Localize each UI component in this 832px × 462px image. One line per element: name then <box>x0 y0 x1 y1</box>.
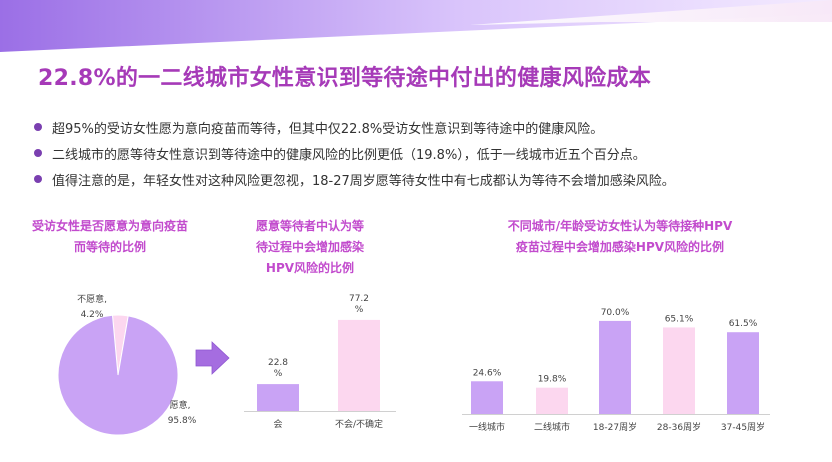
bullet-dot-icon <box>34 175 42 183</box>
bar-chart-1-title-line: HPV风险的比例 <box>265 261 355 275</box>
header-banner <box>0 0 832 52</box>
bar-chart-2-category-label: 一线城市 <box>469 421 505 433</box>
bar-chart-2-category-label: 18-27周岁 <box>593 421 637 433</box>
bar-chart-2-value-label: 19.8% <box>538 375 567 385</box>
bullet-item: 二线城市的愿等待女性意识到等待途中的健康风险的比例更低（19.8%），低于一线城… <box>34 140 824 166</box>
bar-chart-2-bar <box>663 327 695 414</box>
pie-chart-title-line: 受访女性是否愿意为意向疫苗 <box>31 219 188 233</box>
bullet-text: 值得注意的是，年轻女性对这种风险更忽视，18-27周岁愿等待女性中有七成都认为等… <box>52 173 675 189</box>
bar-chart-2-bar <box>727 332 759 414</box>
bar-chart-1-category-label: 不会/不确定 <box>335 418 383 430</box>
bullet-text: 二线城市的愿等待女性意识到等待途中的健康风险的比例更低（19.8%），低于一线城… <box>52 147 646 163</box>
bar-chart-1-title-line: 愿意等待者中认为等 <box>255 219 364 233</box>
bar-chart-2-title-line: 疫苗过程中会增加感染HPV风险的比例 <box>515 240 725 254</box>
bar-chart-1-category-label: 会 <box>273 418 282 430</box>
bullet-list: 超95%的受访女性愿为意向疫苗而等待，但其中仅22.8%受访女性意识到等待途中的… <box>34 114 824 192</box>
bar-chart-2-value-label: 70.0% <box>601 308 630 318</box>
pie-label-value: 95.8% <box>168 416 197 426</box>
bullet-item: 超95%的受访女性愿为意向疫苗而等待，但其中仅22.8%受访女性意识到等待途中的… <box>34 114 824 140</box>
bar-chart-2-title-line: 不同城市/年龄受访女性认为等待接种HPV <box>507 219 733 233</box>
bar-chart-2-value-label: 61.5% <box>729 319 758 329</box>
pie-chart-title: 受访女性是否愿意为意向疫苗 而等待的比例 <box>20 216 200 258</box>
bullet-dot-icon <box>34 123 42 131</box>
bar-chart-2-category-label: 37-45周岁 <box>721 421 765 433</box>
bar-chart-1-value-label: % <box>274 369 283 379</box>
bar-chart-2-bar <box>536 387 568 414</box>
bar-chart-1-bar <box>338 319 380 411</box>
bar-chart-2-bar <box>471 381 503 414</box>
bar-chart-2-category-label: 28-36周岁 <box>657 421 701 433</box>
bullet-item: 值得注意的是，年轻女性对这种风险更忽视，18-27周岁愿等待女性中有七成都认为等… <box>34 166 824 192</box>
bar-chart-1-value-label: 22.8 <box>268 358 288 368</box>
pie-label-name: 愿意, <box>170 399 191 411</box>
bar-chart-1-title-line: 待过程中会增加感染 <box>255 240 364 254</box>
bar-chart-1-bar <box>257 384 299 411</box>
pie-slice <box>57 314 179 436</box>
page-title: 22.8%的一二线城市女性意识到等待途中付出的健康风险成本 <box>38 66 652 91</box>
pie-chart-title-line: 而等待的比例 <box>73 240 146 254</box>
bullet-text: 超95%的受访女性愿为意向疫苗而等待，但其中仅22.8%受访女性意识到等待途中的… <box>52 121 604 137</box>
bar-chart-2-bar <box>599 320 631 414</box>
pie-label-value: 4.2% <box>81 310 104 320</box>
bar-chart-2-value-label: 24.6% <box>473 368 502 378</box>
bullet-dot-icon <box>34 149 42 157</box>
bar-chart-1-value-label: 77.2 <box>349 294 369 304</box>
bar-chart-1-value-label: % <box>355 305 364 315</box>
bar-chart-1-title: 愿意等待者中认为等 待过程中会增加感染 HPV风险的比例 <box>245 216 375 279</box>
right-arrow-icon <box>195 341 230 375</box>
bar-chart-2-value-label: 65.1% <box>665 314 694 324</box>
bar-chart-2-category-label: 二线城市 <box>534 421 570 433</box>
pie-label-name: 不愿意, <box>77 293 107 305</box>
bar-chart-2-title: 不同城市/年龄受访女性认为等待接种HPV 疫苗过程中会增加感染HPV风险的比例 <box>470 216 770 258</box>
